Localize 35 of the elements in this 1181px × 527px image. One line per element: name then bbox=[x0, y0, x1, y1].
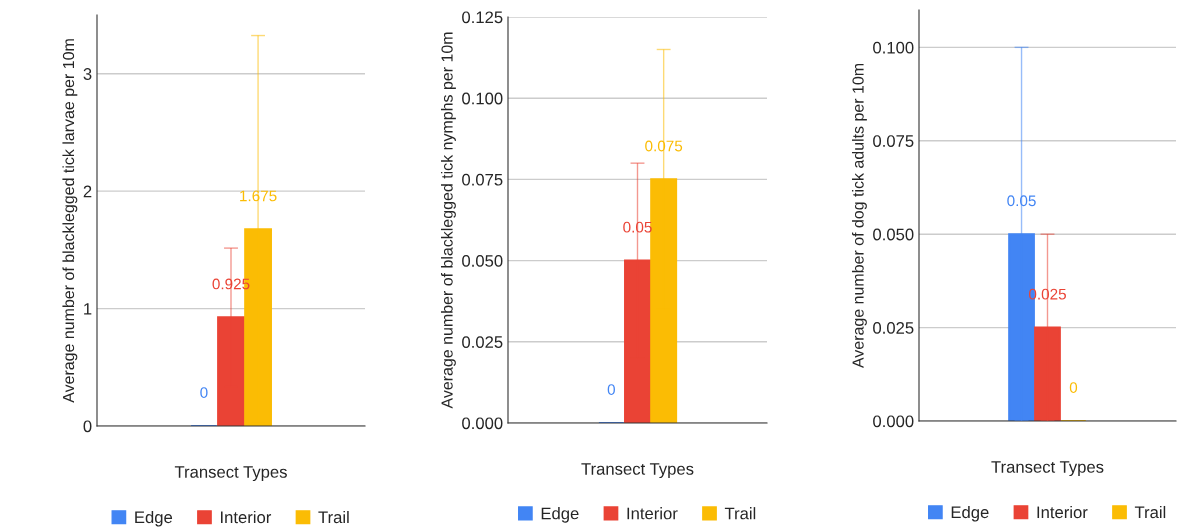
x-axis-title: Transect Types bbox=[174, 466, 287, 482]
data-label: 1.675 bbox=[240, 190, 277, 202]
y-axis-title: Average number of blacklegged tick larvae per 10m bbox=[62, 39, 78, 403]
legend-label: Trail bbox=[1134, 505, 1166, 519]
y-tick-label: 0.125 bbox=[462, 11, 503, 24]
data-label: 0 bbox=[200, 387, 208, 398]
legend-label: Interior bbox=[627, 507, 678, 520]
y-tick-label: 0.075 bbox=[873, 135, 914, 147]
y-tick-label: 0 bbox=[83, 420, 92, 433]
legend-label: Interior bbox=[221, 510, 272, 524]
y-tick-label: 0.000 bbox=[873, 415, 914, 428]
y-tick-label: 0.100 bbox=[873, 41, 914, 54]
data-label: 0.075 bbox=[645, 140, 683, 152]
y-axis-title: Average number of blacklegged tick nymphs per 10m bbox=[440, 32, 456, 409]
y-tick-label: 0.025 bbox=[462, 336, 503, 348]
legend-label: Edge bbox=[135, 510, 173, 527]
x-axis-title: Transect Types bbox=[581, 463, 694, 479]
y-tick-label: 0.075 bbox=[462, 173, 503, 186]
y-tick-label: 3 bbox=[83, 68, 92, 80]
y-tick-label: 0.100 bbox=[462, 92, 503, 105]
legend-label: Edge bbox=[951, 505, 989, 522]
legend-label: Trail bbox=[318, 510, 349, 524]
y-axis-title: Average number of dog tick adults per 10m bbox=[851, 63, 867, 369]
data-label: 0 bbox=[607, 384, 615, 395]
legend-label: Trail bbox=[724, 507, 756, 520]
y-tick-label: 0.050 bbox=[462, 255, 503, 267]
data-label: 0 bbox=[1069, 382, 1078, 393]
y-tick-label: 0.050 bbox=[873, 228, 914, 241]
y-tick-label: 0.025 bbox=[873, 321, 914, 334]
legend-label: Interior bbox=[1037, 505, 1088, 519]
legend-label: Edge bbox=[541, 507, 579, 523]
y-tick-label: 2 bbox=[83, 185, 92, 198]
y-tick-label: 1 bbox=[84, 303, 92, 315]
y-tick-label: 0.000 bbox=[462, 417, 503, 430]
x-axis-title: Transect Types bbox=[991, 461, 1104, 477]
